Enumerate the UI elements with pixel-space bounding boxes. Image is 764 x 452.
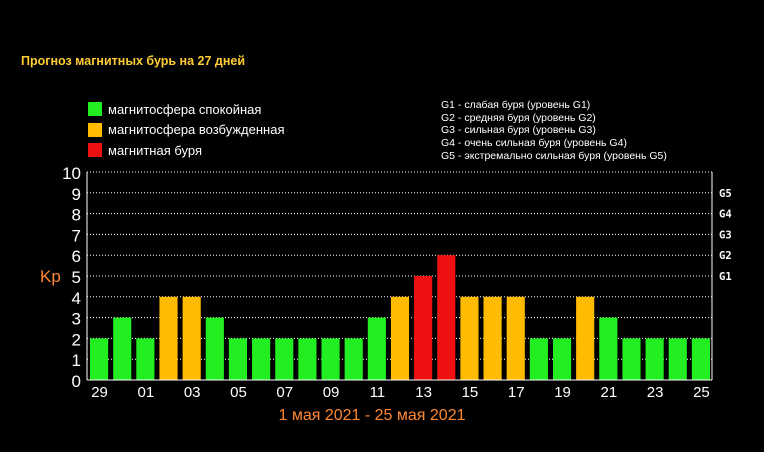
bar — [460, 296, 479, 380]
bar — [552, 338, 572, 380]
bar — [252, 338, 271, 380]
bar — [228, 338, 248, 380]
legend: магнитосфера спокойная магнитосфера возб… — [88, 99, 285, 161]
bar — [205, 317, 224, 380]
x-tick-label: 09 — [323, 384, 340, 401]
x-tick-label: 17 — [508, 384, 525, 401]
x-tick-label: 07 — [276, 384, 293, 401]
y-tick-label: 1 — [72, 351, 81, 370]
bar — [668, 338, 687, 380]
bar — [275, 338, 294, 380]
g-tick-label: G5 — [719, 188, 732, 200]
bar — [159, 296, 178, 380]
x-tick-label: 15 — [462, 384, 479, 401]
legend-swatch-active — [88, 122, 102, 137]
bar — [414, 276, 433, 380]
legend-label-storm: магнитная буря — [108, 142, 203, 158]
legend-label-active: магнитосфера возбужденная — [108, 122, 285, 138]
x-tick-label: 13 — [415, 384, 432, 401]
g-level-4: G4 - очень сильная буря (уровень G4) — [441, 137, 627, 150]
bar — [367, 317, 386, 380]
y-tick-label: 9 — [72, 185, 81, 204]
bar — [437, 255, 456, 380]
bar — [691, 338, 710, 380]
bar — [506, 296, 525, 380]
x-tick-label: 23 — [647, 384, 664, 401]
bar — [599, 317, 618, 380]
bar — [113, 317, 132, 380]
x-tick-label: 01 — [138, 384, 155, 401]
y-tick-label: 10 — [62, 164, 81, 183]
y-tick-label: 4 — [72, 289, 81, 308]
y-tick-label: 7 — [72, 226, 81, 245]
y-tick-label: 3 — [72, 310, 81, 329]
g-level-2: G2 - средняя буря (уровень G2) — [441, 111, 596, 124]
g-level-5: G5 - экстремально сильная буря (уровень … — [441, 149, 667, 162]
legend-item-quiet: магнитосфера спокойная — [88, 99, 285, 120]
x-tick-label: 05 — [230, 384, 247, 401]
bar — [321, 338, 340, 380]
y-tick-label: 0 — [72, 372, 81, 391]
bar — [529, 338, 548, 380]
g-level-3: G3 - сильная буря (уровень G3) — [441, 124, 596, 137]
x-tick-label: 25 — [693, 384, 710, 401]
chart-title: Прогноз магнитных бурь на 27 дней — [21, 54, 246, 68]
bar — [136, 338, 155, 380]
y-tick-label: 5 — [72, 268, 81, 287]
g-tick-label: G3 — [719, 229, 732, 241]
x-tick-label: 11 — [370, 384, 386, 401]
bar — [344, 338, 363, 380]
y-tick-label: 2 — [72, 330, 81, 349]
bar — [298, 338, 317, 380]
g-level-1: G1 - слабая буря (уровень G1) — [441, 99, 591, 111]
y-tick-label: 8 — [72, 206, 81, 225]
y-axis-label: Kp — [40, 267, 61, 286]
bar — [645, 338, 664, 380]
bar — [483, 296, 502, 380]
bar — [390, 296, 410, 380]
x-tick-label: 03 — [184, 384, 201, 401]
y-tick-label: 6 — [72, 247, 81, 266]
x-tick-label: 29 — [91, 384, 108, 401]
legend-label-quiet: магнитосфера спокойная — [108, 101, 262, 117]
legend-item-storm: магнитная буря — [88, 140, 285, 161]
legend-swatch-quiet — [88, 102, 102, 117]
x-axis-label: 1 мая 2021 - 25 мая 2021 — [278, 407, 465, 424]
g-tick-label: G2 — [719, 250, 732, 262]
legend-swatch-storm — [88, 143, 102, 158]
bar — [182, 296, 201, 380]
x-tick-label: 21 — [600, 384, 617, 401]
legend-item-active: магнитосфера возбужденная — [88, 120, 285, 141]
x-tick-label: 19 — [554, 384, 571, 401]
bar — [90, 338, 109, 380]
g-tick-label: G1 — [719, 271, 732, 283]
bar — [576, 296, 595, 380]
storm-level-legend: G1 - слабая буря (уровень G1) G2 - средн… — [441, 99, 667, 163]
g-tick-label: G4 — [719, 209, 732, 221]
bar — [622, 338, 641, 380]
